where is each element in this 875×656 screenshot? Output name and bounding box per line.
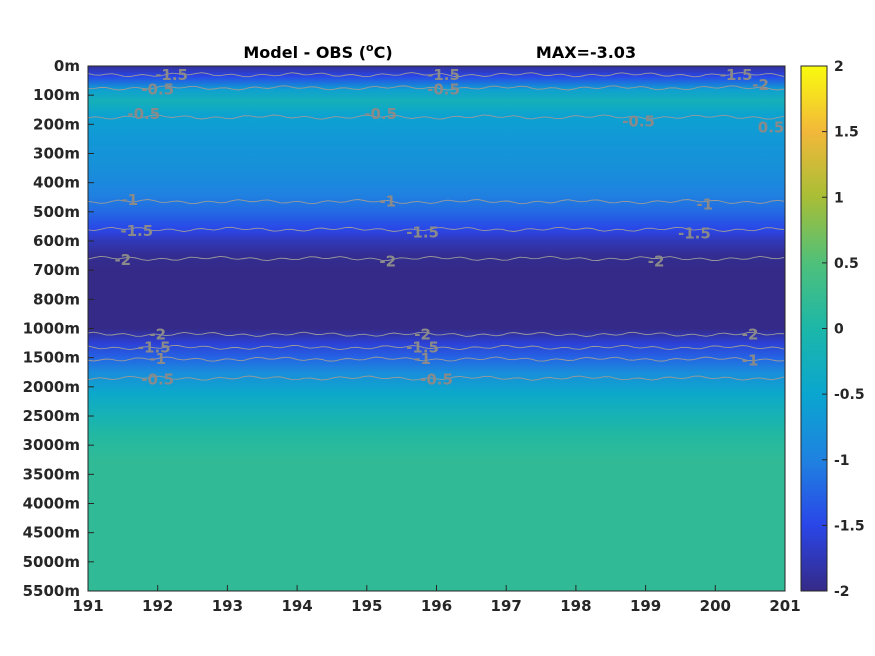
- contour-label: -1: [696, 196, 713, 214]
- contour-line: [87, 375, 785, 381]
- chart-max-label: MAX=-3.03: [536, 43, 636, 62]
- colorbar-tick-label: 0: [834, 322, 844, 338]
- contour-line: [87, 344, 785, 351]
- x-tick-label: 193: [212, 597, 243, 615]
- y-tick-label: 3000m: [23, 436, 80, 454]
- contour-line: [87, 255, 785, 262]
- contour-label: -0.5: [427, 80, 460, 98]
- y-tick-label: 1000m: [23, 320, 80, 338]
- y-tick-label: 300m: [33, 145, 80, 163]
- contour-line: [87, 356, 785, 362]
- y-tick-label: 400m: [33, 174, 80, 192]
- y-tick-label: 1500m: [23, 349, 80, 367]
- contour-label: -1.5: [406, 339, 439, 357]
- colorbar-tick-label: -1.5: [834, 518, 865, 534]
- y-tick-label: 800m: [33, 290, 80, 308]
- y-tick-label: 3500m: [23, 465, 80, 483]
- contour-label: -1.5: [427, 66, 460, 84]
- contour-line: [87, 226, 785, 232]
- contour-label: 0.5: [758, 118, 785, 136]
- contour-label: -1.5: [155, 66, 188, 84]
- y-tick-label: 0m: [54, 57, 80, 75]
- contour-label: -0.5: [141, 371, 174, 389]
- contour-label: -1.5: [720, 66, 753, 84]
- y-tick-label: 2500m: [23, 407, 80, 425]
- contour-line: [87, 72, 785, 78]
- contour-label: -1: [414, 350, 431, 368]
- contour-label: -0.5: [141, 80, 174, 98]
- contour-label: -2: [648, 252, 665, 270]
- contour-label: -2: [114, 251, 131, 269]
- title-unit-superscript: o: [366, 41, 374, 54]
- x-tick-label: 196: [421, 597, 452, 615]
- x-tick-label: 198: [560, 597, 591, 615]
- y-tick-label: 200m: [33, 115, 80, 133]
- y-tick-label: 600m: [33, 232, 80, 250]
- contour-line: [87, 114, 785, 120]
- colorbar-tick-label: 1: [834, 190, 844, 206]
- y-tick-label: 100m: [33, 86, 80, 104]
- contour-label: -0.5: [127, 105, 160, 123]
- x-axis: 191 192 193 194 195 196 197 198 199 200 201: [72, 585, 801, 615]
- x-tick-label: 194: [281, 597, 312, 615]
- contour-line: [87, 331, 785, 337]
- contour-line: [87, 85, 785, 91]
- title-unit-end: C): [374, 43, 393, 62]
- heatmap-field: [88, 66, 785, 591]
- contour-label: -1.5: [678, 225, 711, 243]
- x-tick-label: 191: [72, 597, 103, 615]
- plot-area: -1.5-0.5-0.5-1.5-0.5-0.5-1.5-2-0.5 0.5-1-…: [87, 65, 786, 592]
- x-tick-label: 192: [142, 597, 173, 615]
- y-tick-label: 4000m: [23, 495, 80, 513]
- x-tick-label: 199: [630, 597, 661, 615]
- contour-label: -1: [149, 350, 166, 368]
- contour-label: -1.5: [138, 339, 171, 357]
- contour-label: -2: [149, 325, 166, 343]
- y-tick-label: 5500m: [23, 582, 80, 600]
- contour-label: -0.5: [420, 371, 453, 389]
- contour-label: -2: [414, 325, 431, 343]
- colorbar-tick-label: -1: [834, 453, 850, 469]
- contour-label: -1: [742, 352, 759, 370]
- contour-label: -1.5: [406, 223, 439, 241]
- contour-label: -2: [752, 76, 769, 94]
- y-tick-label: 5000m: [23, 553, 80, 571]
- x-tick-label: 201: [769, 597, 800, 615]
- colorbar-tick-label: 2: [834, 59, 844, 75]
- title-left-text: Model - OBS (: [243, 43, 366, 62]
- colorbar-tick-label: 1.5: [834, 125, 859, 141]
- contour-label: -1: [379, 193, 396, 211]
- contour-label: -2: [742, 325, 759, 343]
- contour-label: -1: [121, 191, 138, 209]
- contour-label: -1.5: [120, 222, 153, 240]
- y-axis: 0m 100m 200m 300m 400m 500m 600m 700m 800m 1000m 1…: [23, 57, 94, 600]
- contour-lines: [87, 72, 785, 381]
- y-tick-label: 500m: [33, 203, 80, 221]
- colorbar-ticks: 2 1.5 1 0.5 0 -0.5 -1 -1.5 -2: [822, 59, 865, 600]
- x-tick-label: 195: [351, 597, 382, 615]
- colorbar-tick-label: 0.5: [834, 256, 859, 272]
- contour-line: [87, 199, 785, 205]
- contour-labels: -1.5-0.5-0.5-1.5-0.5-0.5-1.5-2-0.5 0.5-1-…: [114, 66, 784, 389]
- contour-label: -0.5: [364, 105, 397, 123]
- chart-title: Model - OBS (oC): [243, 41, 392, 62]
- colorbar-tick-label: -0.5: [834, 387, 865, 403]
- y-tick-label: 2000m: [23, 378, 80, 396]
- contour-label: -2: [379, 252, 396, 270]
- x-tick-label: 197: [491, 597, 522, 615]
- colorbar: 2 1.5 1 0.5 0 -0.5 -1 -1.5 -2: [800, 59, 865, 600]
- y-tick-label: 700m: [33, 261, 80, 279]
- x-tick-label: 200: [700, 597, 731, 615]
- contour-label: -0.5: [622, 112, 655, 130]
- y-tick-label: 4500m: [23, 524, 80, 542]
- colorbar-tick-label: -2: [834, 584, 850, 600]
